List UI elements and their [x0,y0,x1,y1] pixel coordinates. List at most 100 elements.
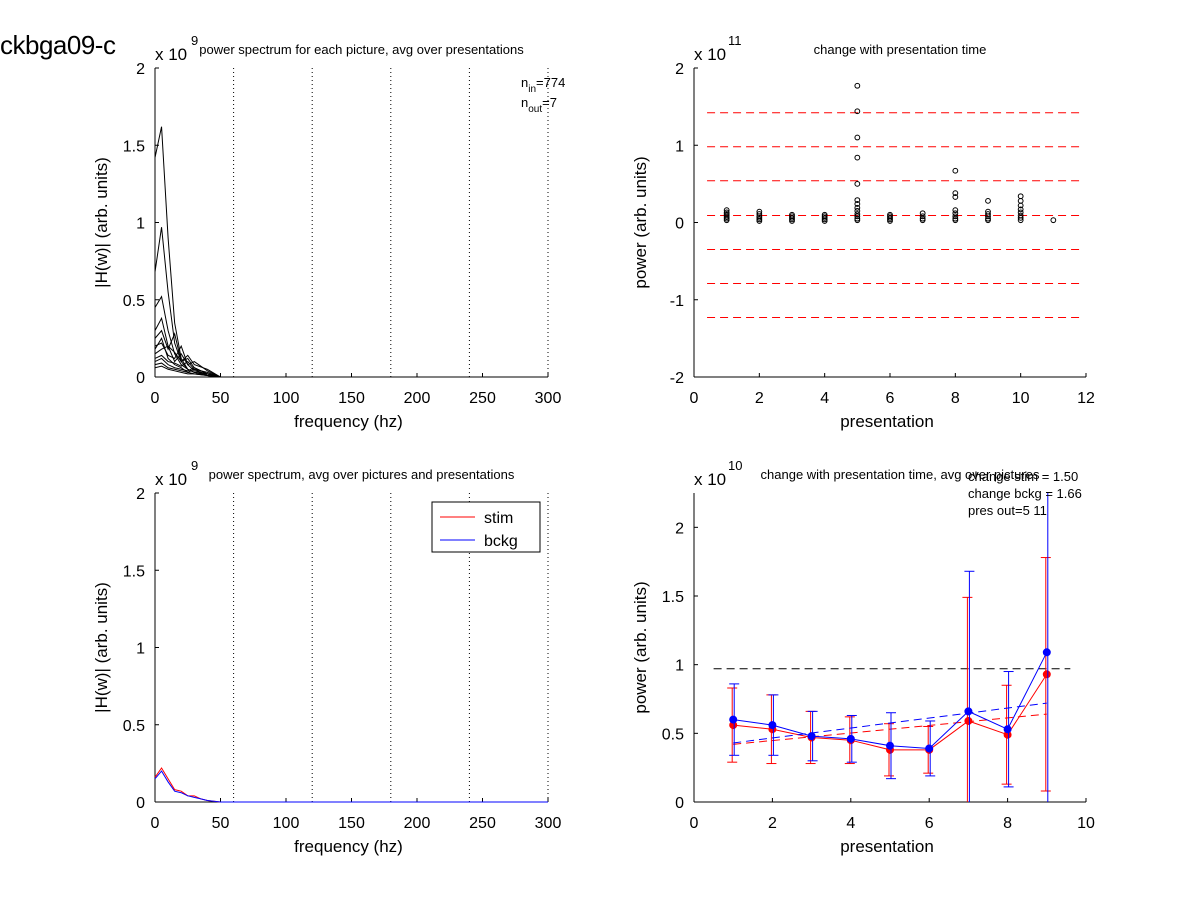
y-exponent-label: x 10 [155,45,187,64]
spectrum-line-bckg [154,770,548,803]
mean-line-stim [733,674,1048,751]
x-tick-label: 50 [212,815,230,832]
spectrum-line [154,345,548,378]
legend-label-bckg: bckg [484,533,518,550]
mean-line-bckg [733,652,1048,749]
scatter-point [952,167,959,174]
scatter-point [952,190,959,197]
change-annotation: change stim = 1.50 [968,469,1078,484]
mean-point-bckg [964,707,973,716]
scatter-point [789,218,795,224]
scatter-point [756,218,763,224]
scatter-point [952,217,959,224]
x-tick-label: 150 [338,390,365,407]
spectrum-line [154,354,548,378]
x-axis-label: frequency (hz) [294,837,403,856]
legend-box [431,501,541,553]
scatter-point [985,197,991,204]
scatter-point [1017,202,1024,209]
n-out-annotation: nout=7 [521,95,557,115]
scatter-point [723,207,730,214]
scatter-point [821,218,828,224]
x-tick-label: 4 [820,390,829,407]
y-tick-label: 2 [136,486,145,503]
x-tick-label: 0 [151,390,160,407]
y-tick-label: 2 [675,520,684,537]
x-tick-label: 6 [925,815,934,832]
y-tick-label: 0.5 [123,718,145,735]
x-tick-label: 4 [846,815,855,832]
change-annotation: pres out=5 11 [968,503,1047,518]
y-exponent-power: 9 [191,33,198,48]
scatter-point [952,194,959,200]
chart-title: change with presentation time [814,42,987,57]
scatter-point [854,134,861,141]
y-tick-label: 1.5 [662,589,684,606]
y-exponent-power: 10 [728,458,742,473]
x-tick-label: 6 [886,390,895,407]
y-axis-label: power (arb. units) [631,156,650,288]
y-tick-label: 1 [675,658,684,675]
x-axis-label: frequency (hz) [294,412,403,431]
scatter-point [1017,193,1024,200]
scatter-point [1050,217,1057,224]
x-tick-label: 0 [690,815,699,832]
scatter-point [1017,214,1024,221]
mean-point-bckg [925,744,934,753]
scatter-point [854,201,861,207]
scatter-point [1017,197,1024,204]
x-tick-label: 100 [273,390,300,407]
x-tick-label: 8 [1003,815,1012,832]
scatter-point [854,204,861,211]
y-tick-label: 0 [675,795,684,812]
spectrum-line [154,227,548,378]
y-exponent-power: 9 [191,458,198,473]
scatter-point [985,217,991,224]
y-exponent-power: 11 [728,33,742,48]
y-tick-label: -2 [670,370,684,387]
x-tick-label: 200 [404,390,431,407]
mean-point-bckg [846,734,855,743]
x-tick-label: 200 [404,815,431,832]
scatter-point [854,108,861,115]
x-axis-label: presentation [840,412,934,431]
scatter-point [1017,206,1024,213]
y-exponent-label: x 10 [155,470,187,489]
chart-title: change with presentation time, avg over … [761,467,1040,482]
y-tick-label: 2 [675,61,684,78]
x-tick-label: 0 [690,390,699,407]
trend-line-bckg [733,702,1047,744]
y-exponent-label: x 10 [694,45,726,64]
y-exponent-label: x 10 [694,470,726,489]
x-tick-label: 10 [1012,390,1030,407]
x-tick-label: 300 [535,815,562,832]
y-tick-label: 1.5 [123,563,145,580]
scatter-point [952,207,959,214]
spectrum-line [154,316,548,378]
x-tick-label: 150 [338,815,365,832]
trend-line-stim [733,713,1047,745]
x-axis-label: presentation [840,837,934,856]
y-axis-label: |H(w)| (arb. units) [92,157,111,288]
y-tick-label: 1.5 [123,138,145,155]
scatter-point [854,208,861,214]
scatter-point [854,213,861,220]
x-tick-label: 12 [1077,390,1095,407]
scatter-point [952,213,959,220]
y-tick-label: 0 [136,795,145,812]
y-axis-label: power (arb. units) [631,581,650,713]
n-in-annotation: nin=774 [521,75,565,95]
mean-point-bckg [1003,725,1012,734]
spectrum-line [154,342,548,378]
y-tick-label: 0.5 [123,293,145,310]
scatter-point [1017,209,1024,216]
mean-point-bckg [886,741,894,750]
x-tick-label: 300 [535,390,562,407]
y-tick-label: 1 [136,641,145,658]
x-tick-label: 0 [151,815,160,832]
scatter-point [756,211,763,217]
chart-title: power spectrum for each picture, avg ove… [199,42,524,57]
